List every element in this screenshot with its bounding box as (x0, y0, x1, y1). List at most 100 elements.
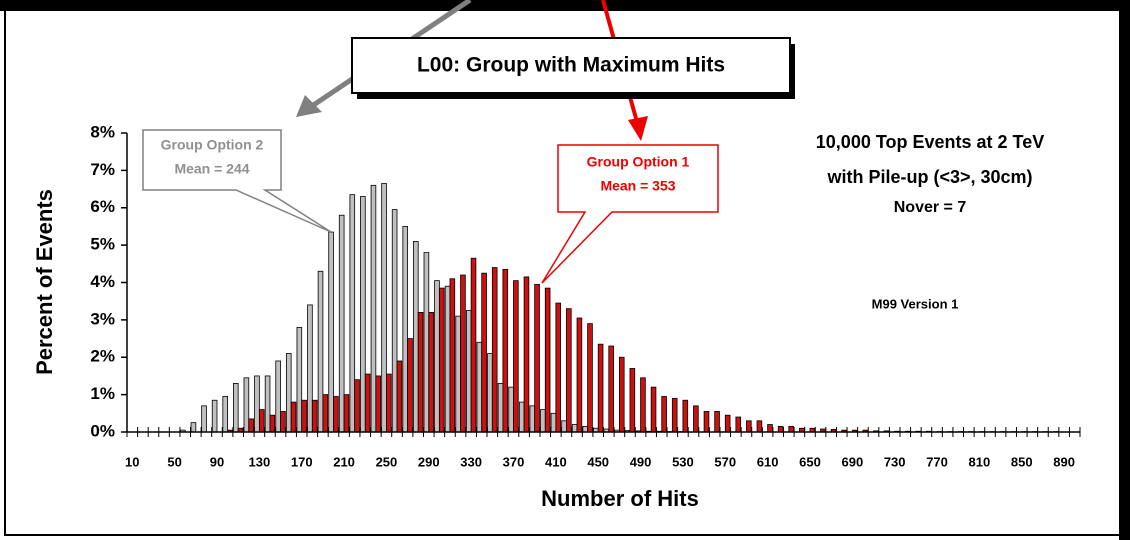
bar (582, 425, 589, 433)
bar (682, 399, 689, 433)
annotation: 10,000 Top Events at 2 TeV (816, 132, 1044, 152)
bar (349, 194, 356, 433)
bar (650, 386, 657, 433)
bar (285, 353, 292, 433)
bar (280, 411, 286, 433)
y-tick-label: 8% (90, 122, 115, 141)
bar (307, 304, 313, 433)
x-tick-label: 850 (1011, 454, 1033, 469)
bar (476, 341, 483, 433)
bar (248, 418, 254, 433)
x-tick-label: 250 (376, 454, 398, 469)
callout-mean: Mean = 353 (600, 178, 675, 194)
bar (608, 345, 614, 433)
bar (788, 425, 794, 433)
arrow-red-head (628, 116, 648, 141)
x-tick-label: 290 (418, 454, 440, 469)
bar (423, 252, 430, 433)
bar (328, 231, 334, 433)
bar (491, 267, 498, 433)
bar (735, 416, 742, 433)
bar (508, 386, 514, 433)
bar (254, 375, 260, 433)
y-tick-label: 2% (90, 347, 115, 366)
bar (438, 287, 445, 433)
bar (290, 401, 297, 433)
bar (534, 283, 540, 433)
bar (386, 373, 392, 433)
bar (444, 285, 451, 433)
annotation: Nover = 7 (894, 199, 967, 216)
bar (529, 405, 536, 433)
bar (597, 343, 604, 433)
bar (618, 356, 625, 433)
bar (233, 383, 239, 433)
bar (391, 209, 398, 433)
callout-title: Group Option 1 (587, 154, 690, 170)
bar (470, 257, 477, 433)
bar (402, 226, 409, 433)
bar (434, 280, 440, 433)
bar (714, 411, 720, 433)
x-tick-label: 490 (630, 454, 652, 469)
bar (544, 287, 551, 433)
x-tick-label: 730 (884, 454, 906, 469)
bar (746, 420, 752, 433)
y-tick-label: 6% (90, 197, 115, 216)
x-tick-label: 770 (926, 454, 948, 469)
callout-gray (142, 129, 332, 233)
bar (640, 377, 646, 433)
y-tick-label: 3% (90, 309, 115, 328)
annotation: M99 Version 1 (872, 296, 959, 311)
bar (693, 405, 699, 433)
x-tick-label: 50 (167, 454, 181, 469)
bar (703, 411, 710, 433)
bar (322, 394, 329, 433)
bar (767, 424, 773, 433)
x-tick-label: 210 (333, 454, 355, 469)
x-tick-label: 370 (503, 454, 525, 469)
bar (211, 399, 218, 433)
x-tick-label: 410 (545, 454, 567, 469)
bar (413, 240, 419, 433)
x-tick-label: 570 (714, 454, 736, 469)
bar (222, 396, 228, 433)
y-tick-label: 4% (90, 272, 115, 291)
callout-mean: Mean = 244 (174, 161, 249, 177)
bar (343, 394, 350, 433)
x-tick-label: 170 (291, 454, 313, 469)
callout-title: Group Option 2 (161, 137, 264, 153)
bar (258, 409, 265, 433)
bar (756, 420, 763, 433)
callout-red (541, 144, 719, 284)
bar (661, 396, 667, 433)
x-tick-label: 890 (1053, 454, 1075, 469)
bar (455, 315, 461, 433)
y-tick-label: 5% (90, 235, 115, 254)
bar (375, 375, 382, 433)
bar (587, 323, 593, 433)
bar (671, 397, 678, 433)
frame-right (1119, 0, 1130, 540)
bar (724, 414, 731, 433)
bar (364, 373, 371, 433)
bar (243, 377, 250, 433)
bar (317, 270, 324, 433)
x-tick-label: 650 (799, 454, 821, 469)
bar (555, 302, 562, 433)
bar (449, 278, 456, 433)
bar (487, 353, 493, 433)
bar (354, 379, 360, 433)
bar (407, 338, 413, 433)
bar (518, 401, 525, 433)
arrow-gray-head (296, 95, 322, 117)
bar (311, 399, 318, 433)
frame-top (0, 0, 1130, 11)
y-tick-label: 1% (90, 384, 115, 403)
bar (561, 420, 567, 433)
bar (190, 422, 197, 433)
bar (370, 184, 377, 433)
bar (460, 274, 466, 433)
bar (381, 183, 387, 433)
